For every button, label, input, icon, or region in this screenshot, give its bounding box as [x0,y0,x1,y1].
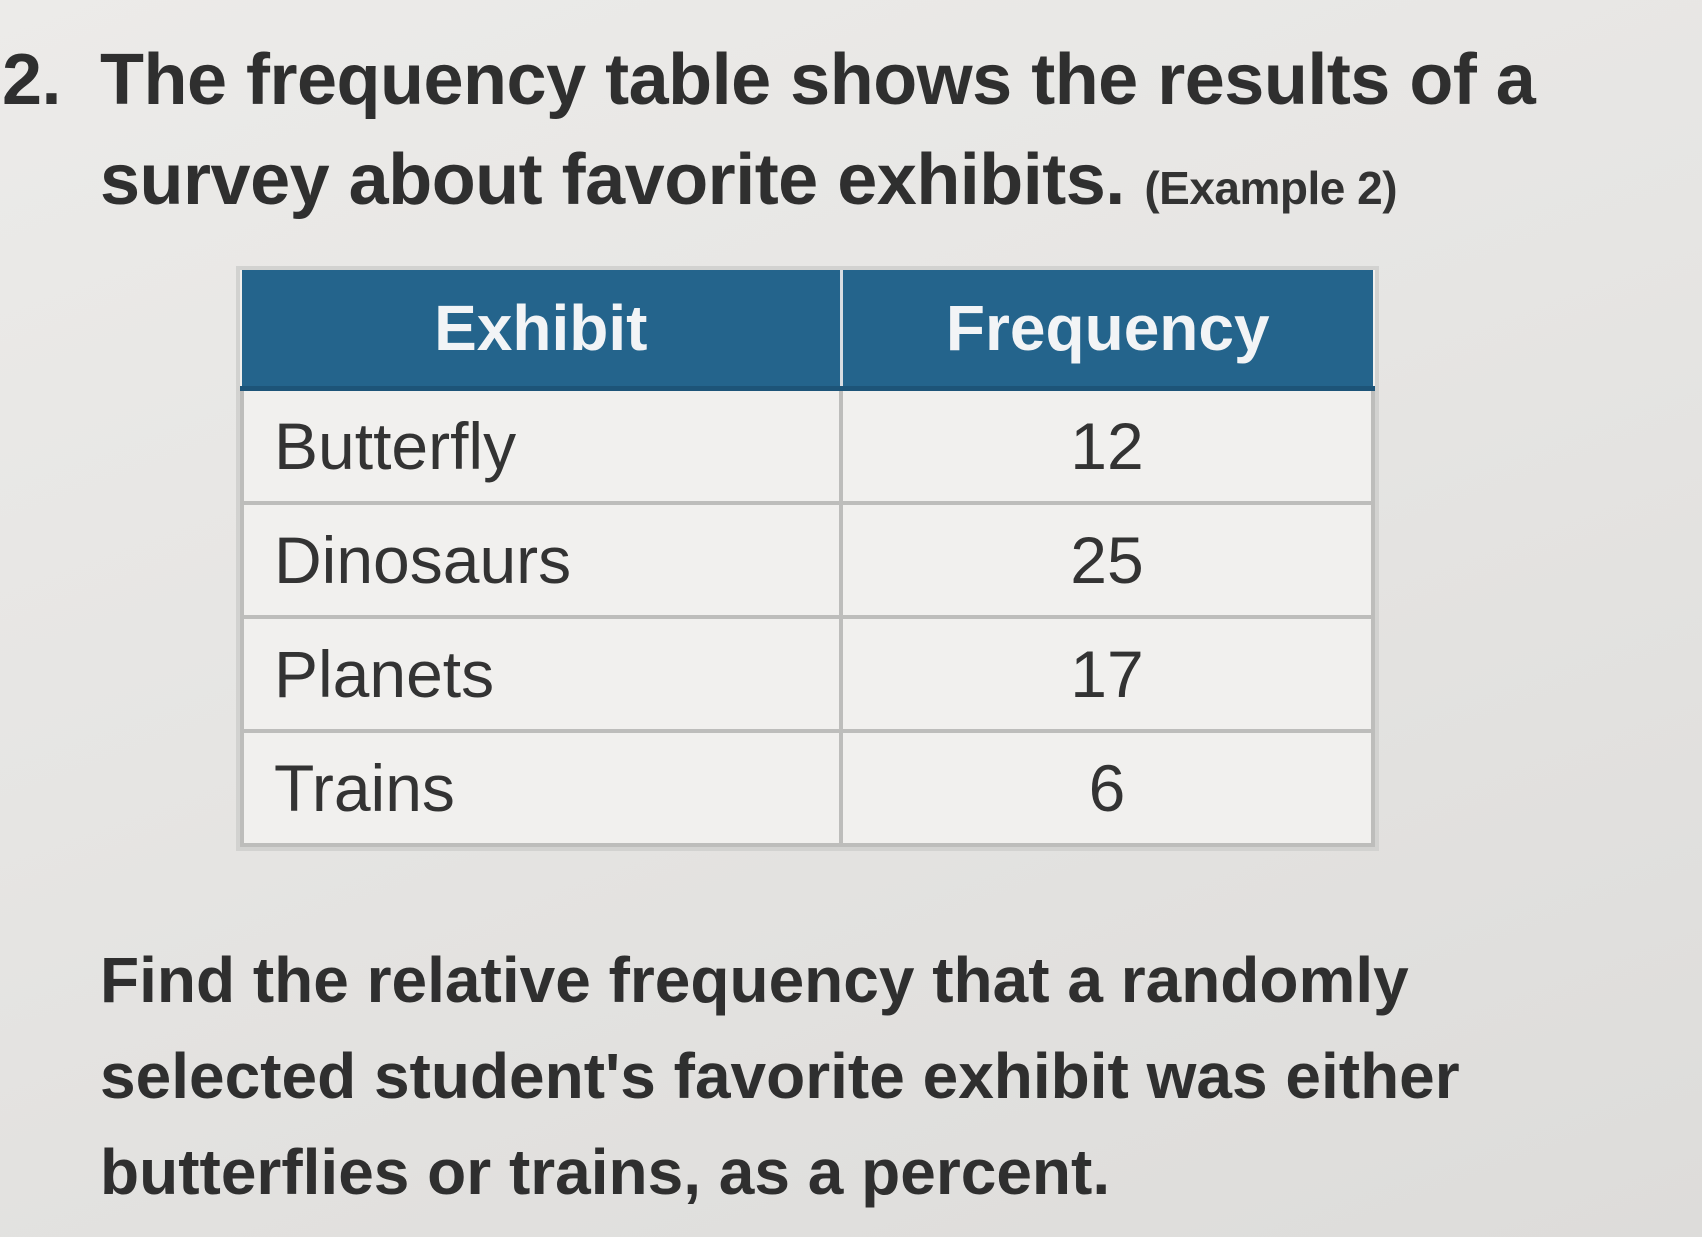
table-row: Dinosaurs 25 [240,501,1375,619]
problem-block: 2. The frequency table shows the results… [0,30,1660,238]
exhibit-cell: Butterfly [240,386,843,505]
problem-prompt: 2. The frequency table shows the results… [0,30,1660,238]
table-row: Trains 6 [240,729,1375,847]
header-exhibit: Exhibit [242,270,843,391]
frequency-cell: 25 [839,501,1375,619]
problem-number: 2. [2,40,62,120]
prompt-text: The frequency table shows the results of… [100,40,1536,220]
table-header-row: Exhibit Frequency [242,270,1373,391]
example-reference: (Example 2) [1144,162,1398,214]
exhibit-cell: Dinosaurs [240,501,843,619]
question-text: Find the relative frequency that a rando… [100,944,1460,1208]
frequency-table: Exhibit Frequency Butterfly 12 Dinosaurs… [240,270,1375,847]
frequency-cell: 6 [839,729,1375,847]
table-row: Butterfly 12 [240,386,1375,505]
frequency-cell: 12 [839,386,1375,505]
exhibit-cell: Planets [240,615,843,733]
exhibit-cell: Trains [240,729,843,847]
frequency-cell: 17 [839,615,1375,733]
table-row: Planets 17 [240,615,1375,733]
header-frequency: Frequency [841,270,1373,391]
